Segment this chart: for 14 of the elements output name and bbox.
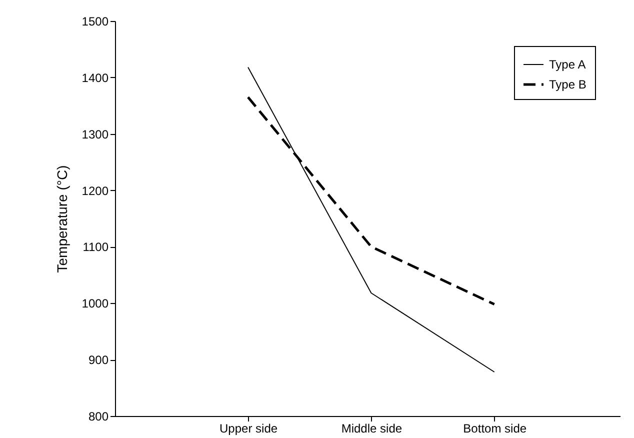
y-tick-label: 1500 [82,14,109,28]
x-tick-label: Upper side [220,422,278,436]
y-tick-label: 1400 [82,70,109,85]
y-axis-title: Temperature (°C) [54,165,70,273]
y-tick-label: 1300 [82,127,109,142]
y-tick-label: 800 [88,410,109,424]
y-tick-label: 1200 [82,184,109,198]
legend-label: Type B [549,78,586,92]
y-tick-label: 900 [88,353,109,368]
y-tick-label: 1000 [82,296,109,311]
x-tick-label: Bottom side [463,422,527,436]
x-tick-label: Middle side [341,422,402,436]
legend-label: Type A [549,58,586,72]
y-tick-label: 1100 [82,240,109,254]
